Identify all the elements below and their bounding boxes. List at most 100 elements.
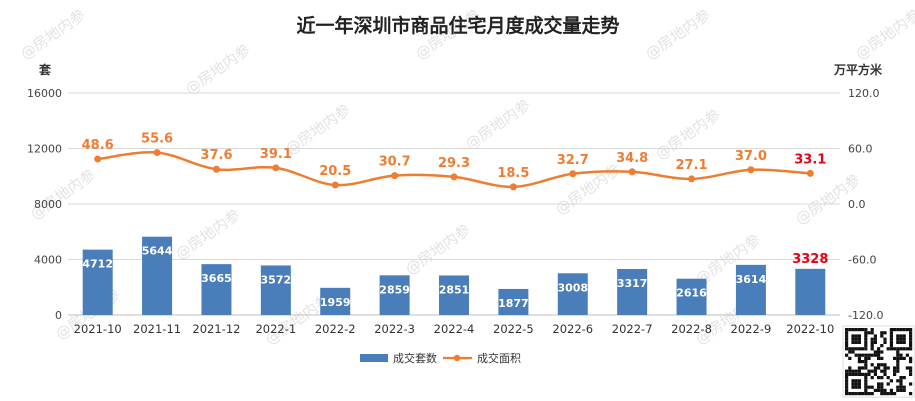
bar [617,268,648,315]
qr-module [883,388,887,392]
qr-module [870,347,874,351]
qr-module [883,372,887,376]
bar [676,278,707,315]
qr-module [864,379,868,383]
qr-module [873,353,877,357]
qr-module [896,350,900,354]
qr-module [902,328,906,332]
bar-data-label: 3665 [201,272,232,285]
qr-module [870,344,874,348]
legend-label-line: 成交面积 [477,351,521,365]
qr-module [896,366,900,370]
qr-module [861,328,865,332]
bar-data-label: 3317 [617,277,648,290]
qr-module [864,328,868,332]
x-tick-label: 2022-7 [612,322,653,336]
qr-module [848,328,852,332]
qr-module [854,328,858,332]
qr-module [845,337,849,341]
qr-module [880,350,884,354]
qr-module [909,334,913,338]
qr-module [873,366,877,370]
qr-module [886,382,890,386]
qr-module [845,388,849,392]
qr-module [883,366,887,370]
qr-module [845,344,849,348]
qr-module [889,388,893,392]
qr-module [899,379,903,383]
qr-module [896,388,900,392]
qr-module [877,356,881,360]
qr-module [899,353,903,357]
qr-module [851,369,855,373]
qr-module [896,385,900,389]
bar [498,288,529,315]
qr-module [864,366,868,370]
qr-module [896,340,900,344]
bar [379,275,410,315]
line-data-label: 48.6 [82,138,114,153]
qr-module [902,388,906,392]
bar [735,264,766,315]
qr-module [909,337,913,341]
x-tick-label: 2022-3 [374,322,415,336]
qr-module [909,369,913,373]
bar-data-label: 4712 [82,258,113,271]
watermark-text: @房地内参 [652,106,724,164]
qr-module [893,372,897,376]
left-tick-label: 0 [55,309,62,322]
line-data-label: 30.7 [379,155,411,170]
qr-module [905,328,909,332]
qr-module [886,392,890,396]
qr-module [848,356,852,360]
qr-module [893,366,897,370]
qr-module [845,353,849,357]
qr-module [899,356,903,360]
qr-module [870,392,874,396]
qr-module [854,340,858,344]
qr-module [909,344,913,348]
qr-module [864,363,868,367]
qr-module [870,385,874,389]
qr-module [845,372,849,376]
qr-module [877,347,881,351]
watermark-text: @房地内参 [27,166,99,224]
line-point [628,168,636,176]
x-tick-label: 2022-1 [255,322,296,336]
bar-data-label: 1959 [320,296,351,309]
bar [320,287,351,315]
qr-module [854,334,858,338]
qr-module [886,347,890,351]
left-tick-label: 16000 [27,87,62,100]
qr-module [899,385,903,389]
qr-module [864,388,868,392]
qr-module [870,353,874,357]
line-point [450,173,458,181]
qr-module [857,379,861,383]
bar [260,265,291,315]
qr-module [880,385,884,389]
qr-module [880,334,884,338]
qr-module [870,376,874,380]
qr-module [909,366,913,370]
qr-module [857,337,861,341]
qr-module [870,340,874,344]
qr-module [848,372,852,376]
qr-module [889,331,893,335]
bar-data-label: 3328 [792,252,828,267]
qr-module [896,337,900,341]
qr-module [864,344,868,348]
qr-module [848,392,852,396]
qr-module [861,347,865,351]
line-point [153,149,161,157]
qr-module [899,347,903,351]
chart-title: 近一年深圳市商品住宅月度成交量走势 [296,14,619,37]
qr-module [899,388,903,392]
qr-module [867,356,871,360]
qr-module [877,363,881,367]
qr-module [899,328,903,332]
qr-module [854,347,858,351]
qr-module [857,385,861,389]
qr-module [880,392,884,396]
qr-module [877,388,881,392]
